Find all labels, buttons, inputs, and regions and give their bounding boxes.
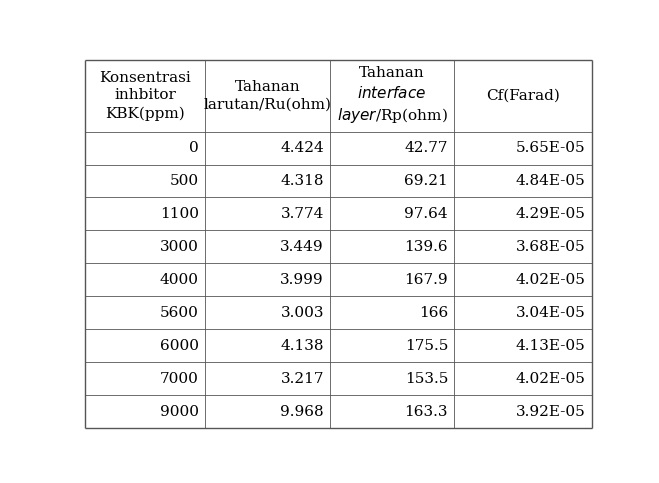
Text: 97.64: 97.64: [405, 207, 448, 221]
Text: 4.02E-05: 4.02E-05: [515, 371, 585, 385]
Text: 9000: 9000: [160, 405, 199, 419]
Text: 175.5: 175.5: [405, 339, 448, 353]
Text: 500: 500: [170, 174, 199, 188]
Text: 7000: 7000: [160, 371, 199, 385]
Text: 4.13E-05: 4.13E-05: [516, 339, 585, 353]
Text: 4.02E-05: 4.02E-05: [515, 273, 585, 287]
Text: 3.68E-05: 3.68E-05: [516, 240, 585, 254]
Text: 4.424: 4.424: [280, 141, 324, 155]
Text: Konsentrasi
inhbitor
KBK(ppm): Konsentrasi inhbitor KBK(ppm): [99, 71, 191, 121]
Text: 139.6: 139.6: [405, 240, 448, 254]
Text: 69.21: 69.21: [405, 174, 448, 188]
Text: 153.5: 153.5: [405, 371, 448, 385]
Text: Cf(Farad): Cf(Farad): [486, 89, 559, 103]
Text: 3.04E-05: 3.04E-05: [516, 306, 585, 320]
Text: 4.84E-05: 4.84E-05: [516, 174, 585, 188]
Text: Tahanan
$\mathit{interface}$
$\mathit{layer}$/Rp(ohm): Tahanan $\mathit{interface}$ $\mathit{la…: [337, 67, 447, 125]
Text: 163.3: 163.3: [405, 405, 448, 419]
Text: Tahanan
larutan/Ru(ohm): Tahanan larutan/Ru(ohm): [204, 80, 331, 112]
Text: 4000: 4000: [160, 273, 199, 287]
Text: 42.77: 42.77: [405, 141, 448, 155]
Text: 167.9: 167.9: [405, 273, 448, 287]
Text: 4.29E-05: 4.29E-05: [515, 207, 585, 221]
Text: 3.003: 3.003: [281, 306, 324, 320]
Text: 3.774: 3.774: [281, 207, 324, 221]
Text: 6000: 6000: [160, 339, 199, 353]
Text: 5.65E-05: 5.65E-05: [516, 141, 585, 155]
Text: 1100: 1100: [160, 207, 199, 221]
Text: 166: 166: [419, 306, 448, 320]
Text: 0: 0: [189, 141, 199, 155]
Text: 3000: 3000: [160, 240, 199, 254]
Text: 5600: 5600: [160, 306, 199, 320]
Text: 4.138: 4.138: [281, 339, 324, 353]
Text: 3.92E-05: 3.92E-05: [516, 405, 585, 419]
Text: 3.217: 3.217: [281, 371, 324, 385]
Text: 3.449: 3.449: [280, 240, 324, 254]
Text: 4.318: 4.318: [281, 174, 324, 188]
Text: 3.999: 3.999: [280, 273, 324, 287]
Text: 9.968: 9.968: [280, 405, 324, 419]
